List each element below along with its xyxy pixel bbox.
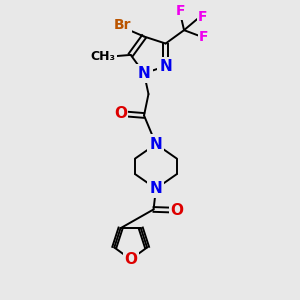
Text: Br: Br xyxy=(114,18,131,32)
Text: O: O xyxy=(170,202,183,217)
Text: N: N xyxy=(138,66,150,81)
Text: N: N xyxy=(150,181,162,196)
Text: O: O xyxy=(124,252,137,267)
Text: N: N xyxy=(159,59,172,74)
Text: O: O xyxy=(114,106,127,122)
Text: F: F xyxy=(198,11,208,24)
Text: N: N xyxy=(150,136,162,152)
Text: F: F xyxy=(199,30,208,44)
Text: CH₃: CH₃ xyxy=(91,50,116,63)
Text: F: F xyxy=(176,4,185,18)
